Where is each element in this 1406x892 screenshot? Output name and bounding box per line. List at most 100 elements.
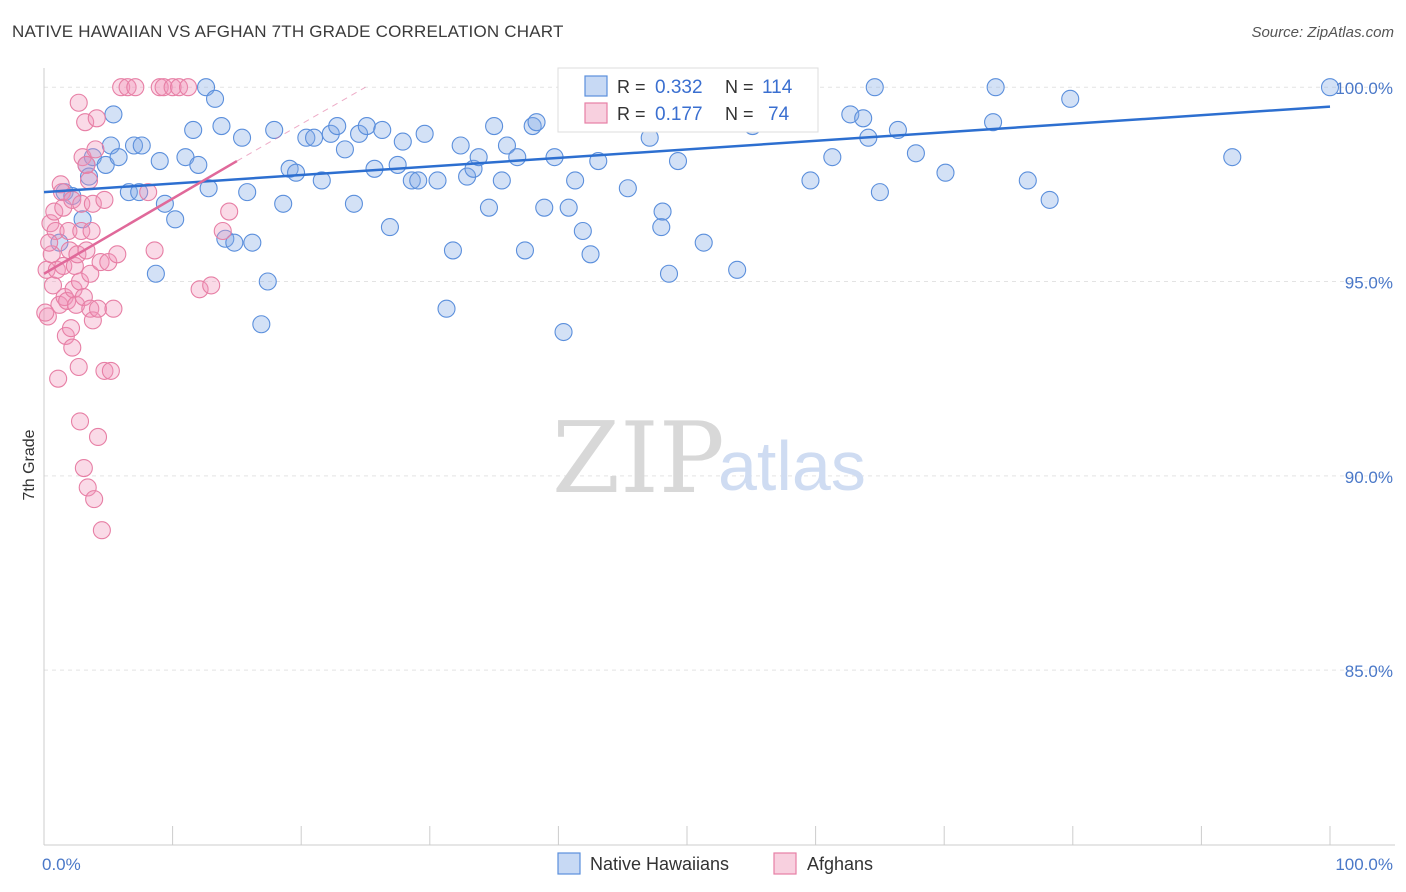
afghan-point [77,155,96,174]
native-hawaiian-point [652,218,671,237]
native-hawaiian-point [225,233,244,252]
axes [43,68,1395,846]
afghan-point [95,361,114,380]
native-hawaiian-point [469,148,488,167]
afghan-point [81,264,100,283]
stats-legend-box [557,67,819,133]
native-hawaiian-point [243,233,262,252]
afghan-point [82,221,101,241]
native-hawaiian-point [305,128,324,147]
afghan-point [95,190,114,209]
afghan-point [83,311,102,330]
native-hawaiian-point [205,89,225,108]
legend-swatch-native-hawaiians [557,852,581,875]
blue-r-label: R = [617,77,646,97]
native-hawaiian-point [485,117,504,136]
y-axis-title: 7th Grade [21,429,38,500]
native-hawaiian-point [150,151,169,171]
native-hawaiian-point [199,179,218,198]
afghan-point [87,109,106,128]
native-hawaiian-point [409,171,428,190]
native-hawaiian-point [146,264,165,283]
native-hawaiian-point [357,117,376,136]
afghan-point [202,276,221,295]
native-hawaiian-point [1018,171,1037,190]
native-hawaiian-point [350,124,369,143]
pink-n-value: 74 [768,104,790,125]
native-hawaiian-point [801,171,820,190]
native-hawaiian-point [415,124,434,143]
native-hawaiian-point [618,179,637,198]
native-hawaiian-point [104,105,123,124]
native-hawaiian-point [906,144,925,163]
native-hawaiian-point [443,241,462,260]
afghan-point [92,521,111,540]
native-hawaiian-point [287,163,306,182]
pink-swatch [584,102,608,124]
afghan-point [51,175,70,194]
native-hawaiian-point [1320,78,1340,97]
afghan-point [67,295,86,314]
native-hawaiian-point [265,120,284,140]
native-hawaiian-point [335,140,354,159]
afghan-point [36,303,55,322]
native-hawaiian-point [124,136,144,155]
afghan-point [190,280,209,299]
afghan-point [118,78,137,97]
native-hawaiian-point [166,210,185,229]
native-hawaiian-point [823,148,842,167]
blue-n-label: N = [725,77,754,97]
afghan-point [108,245,127,264]
native-hawaiian-point [1223,148,1242,167]
native-hawaiian-point [189,155,208,174]
afghan-point [85,490,104,509]
afghan-point [46,221,65,241]
blue-n-value: 114 [762,77,793,98]
native-hawaiian-point [554,322,573,342]
native-hawaiian-point [1040,190,1059,209]
native-hawaiian-point [428,171,447,190]
gridlines [44,86,1395,671]
afghan-point [88,299,108,318]
native-hawaiian-point [212,117,231,136]
native-hawaiian-point [566,171,585,190]
afghan-point [213,221,232,241]
afghan-point [104,299,123,318]
native-hawaiian-point [986,78,1005,97]
native-hawaiian-point [402,171,421,190]
afghan-point [81,299,100,318]
legend-label-afghans: Afghans [807,854,873,874]
afghan-point [83,194,102,213]
y-tick-label: 95.0% [1345,274,1393,293]
native-hawaiian-point [573,221,592,241]
native-hawaiian-point [344,194,363,213]
native-hawaiian-point [492,171,511,190]
native-hawaiian-point [373,120,392,140]
native-hawaiian-point [508,148,527,167]
pink-r-value: 0.177 [655,104,703,125]
afghan-point [63,338,82,357]
afghan-point [58,291,77,310]
native-hawaiian-point [238,183,257,202]
native-hawaiian-point [870,183,889,202]
native-hawaiian-point [312,171,331,190]
afghan-point [101,361,120,380]
native-hawaiian-point [479,198,499,217]
y-tick-label: 100.0% [1335,79,1393,98]
afghan-point [78,478,97,497]
native-hawaiian-point [515,241,535,260]
series-afghans [36,78,239,540]
y-tick-label: 90.0% [1345,468,1393,487]
native-hawaiian-point [535,198,554,217]
native-hawaiian-point [527,113,546,132]
blue-swatch [584,75,608,97]
afghan-trendline [43,159,238,275]
native-hawaiian-point [451,136,470,155]
afghan-point [145,241,164,260]
native-hawaiian-point [559,198,578,217]
afghan-point [139,183,158,202]
x-tick-label-min: 0.0% [42,855,81,874]
series-legend: Native Hawaiians Afghans [557,852,873,875]
afghan-point [59,221,78,241]
